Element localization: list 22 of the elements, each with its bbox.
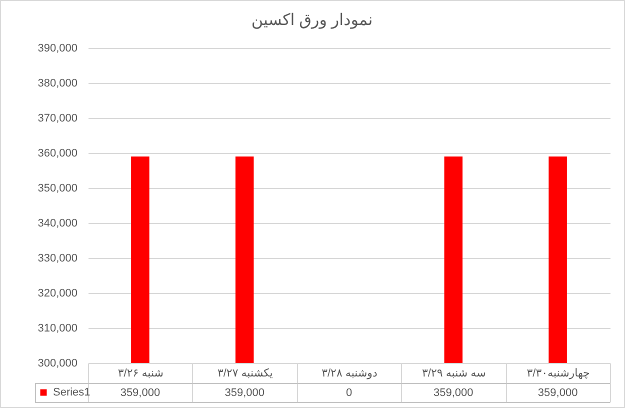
y-tick-label: 300,000 [38,358,78,370]
y-tick-label: 360,000 [38,148,78,160]
y-tick-label: 320,000 [38,288,78,300]
data-label: 359,000 [434,387,474,399]
y-tick-label: 310,000 [38,322,78,334]
data-label: 359,000 [120,387,160,399]
data-label: 359,000 [538,387,578,399]
x-tick-label: یکشنبه ۳/۲۷ [217,368,273,380]
x-tick-label: شنبه ۳/۲۶ [118,368,164,380]
y-tick-label: 340,000 [38,218,78,230]
y-tick-label: 390,000 [38,42,78,54]
x-tick-label: دوشنبه ۳/۲۸ [322,368,378,380]
chart-title: نمودار ورق اکسین [251,12,373,29]
y-tick-label: 350,000 [38,182,78,194]
text: 0 [346,387,352,399]
y-tick-label: 370,000 [38,112,78,124]
x-tick-label: سه شنبه ۳/۲۹ [422,368,486,380]
legend-label: Series1 [53,386,90,398]
y-tick-label: 380,000 [38,78,78,90]
x-tick-label: چهارشنبه۳/۳۰ [526,368,590,380]
data-label: 359,000 [224,387,264,399]
y-tick-label: 330,000 [38,252,78,264]
